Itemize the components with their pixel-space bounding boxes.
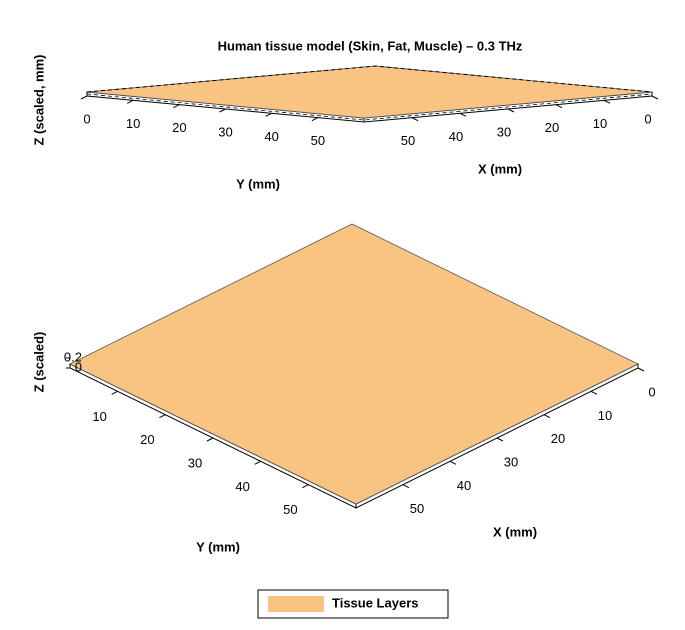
z-axis-label: Z (scaled) (31, 332, 46, 393)
y-tick-label: 30 (218, 124, 232, 139)
y-tick-label: 10 (92, 409, 106, 424)
x-tick-label: 20 (545, 120, 559, 135)
legend-label: Tissue Layers (332, 595, 418, 610)
x-tick (637, 367, 645, 372)
y-tick-label: 40 (264, 129, 278, 144)
y-tick-label: 50 (283, 502, 297, 517)
z-axis-label: Z (scaled, mm) (31, 54, 46, 145)
x-tick (555, 104, 563, 109)
x-axis-label: X (mm) (478, 161, 522, 176)
y-tick-label: 10 (126, 116, 140, 131)
x-tick-label: 40 (457, 478, 471, 493)
x-tick-label: 30 (497, 124, 511, 139)
x-tick-label: 10 (593, 116, 607, 131)
y-tick (206, 437, 214, 442)
y-tick (159, 414, 166, 419)
x-tick-label: 0 (648, 384, 655, 399)
y-tick (302, 484, 309, 489)
x-tick (459, 112, 467, 117)
x-tick-label: 50 (410, 501, 424, 516)
y-tick (173, 104, 180, 109)
y-tick-label: 40 (235, 479, 249, 494)
x-axis-label: X (mm) (493, 524, 537, 539)
slab-top (69, 223, 639, 505)
y-tick-label: 20 (172, 120, 186, 135)
x-tick-label: 40 (449, 129, 463, 144)
slab-top (86, 65, 653, 119)
y-tick (265, 112, 272, 117)
y-axis-label: Y (mm) (196, 539, 240, 554)
x-tick-label: 0 (644, 111, 651, 126)
x-tick (603, 99, 611, 104)
y-tick-label: 20 (140, 432, 154, 447)
x-tick-label: 50 (401, 133, 415, 148)
x-tick (411, 117, 419, 122)
y-tick (80, 95, 88, 100)
layer-edge (86, 93, 653, 121)
y-tick (311, 117, 319, 122)
y-tick (111, 390, 118, 395)
x-tick (651, 95, 659, 100)
z-tick-label: 0.2 (64, 349, 82, 364)
y-tick (254, 460, 261, 465)
x-tick (507, 108, 515, 113)
x-tick-label: 20 (551, 431, 565, 446)
y-tick-label: 50 (311, 133, 325, 148)
y-tick-label: 30 (188, 455, 202, 470)
x-tick-label: 30 (504, 454, 518, 469)
y-tick-label: 0 (83, 111, 90, 126)
y-axis-label: Y (mm) (236, 176, 280, 191)
y-tick (126, 99, 134, 104)
x-tick (402, 484, 410, 489)
chart-title: Human tissue model (Skin, Fat, Muscle) –… (218, 38, 523, 53)
back-edge (86, 65, 653, 93)
z-tick-label: 0 (75, 359, 82, 374)
x-tick (590, 390, 598, 395)
x-tick (496, 437, 504, 442)
x-tick-label: 10 (598, 408, 612, 423)
x-tick (449, 460, 457, 465)
y-tick (219, 108, 226, 113)
legend-swatch (268, 596, 324, 612)
x-tick (543, 414, 551, 419)
